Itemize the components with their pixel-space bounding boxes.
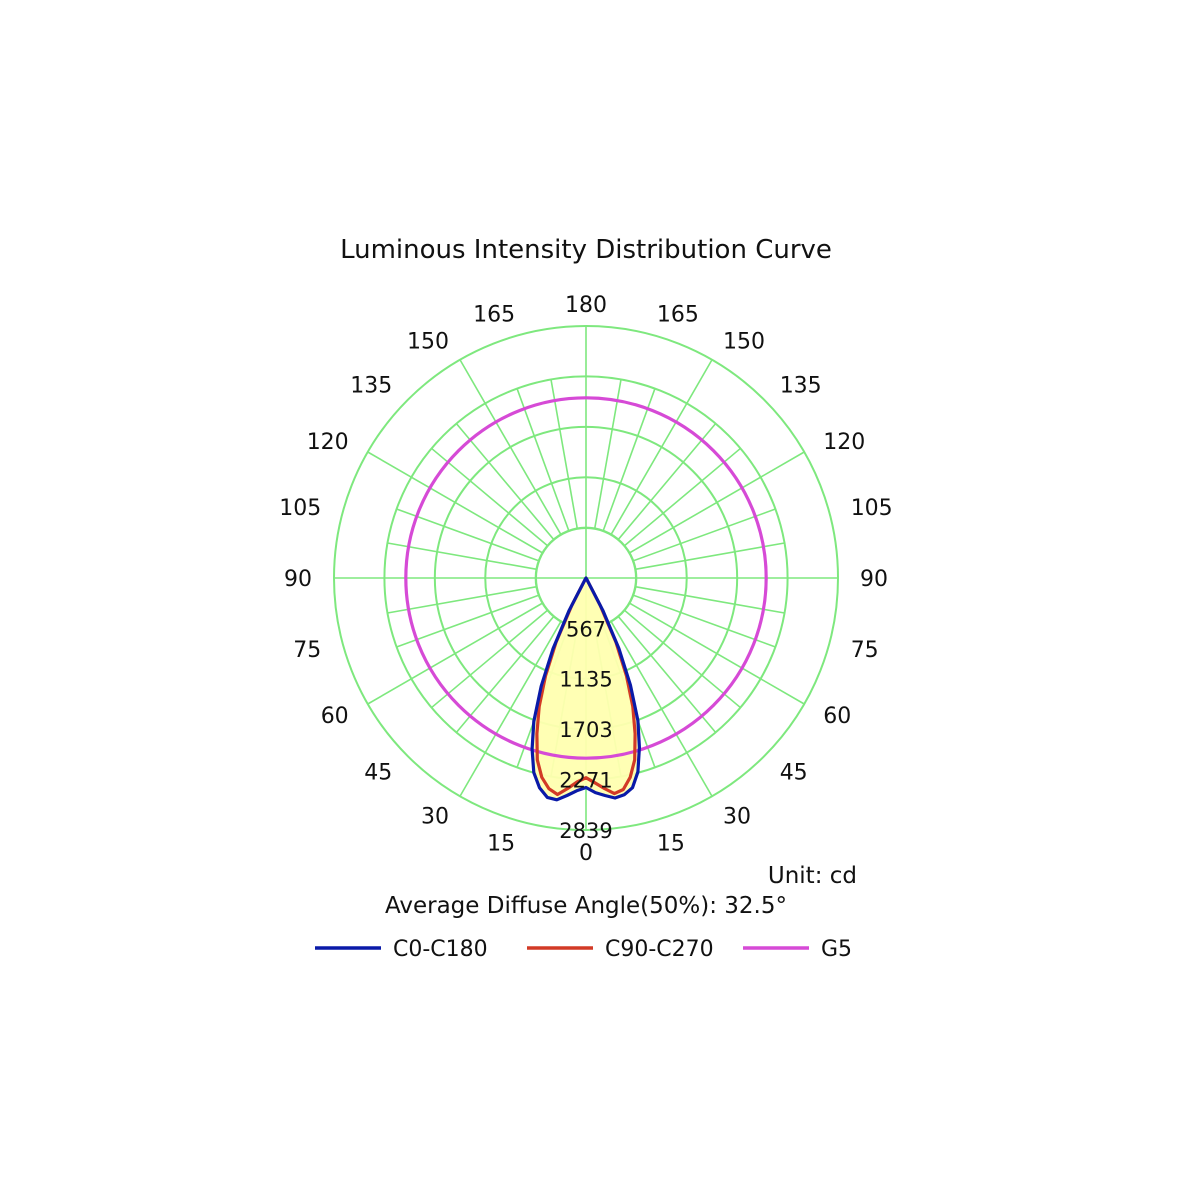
grid-spoke-120 (628, 451, 805, 554)
angle-label-l90: 90 (284, 567, 312, 592)
angle-label-r30: 30 (723, 804, 751, 829)
grid-spoke-140 (617, 423, 717, 541)
angle-label-r180: 180 (565, 293, 607, 318)
grid-spoke-30 (610, 620, 713, 797)
angle-label-l150: 150 (407, 330, 449, 355)
grid-spoke-150 (610, 359, 713, 536)
angle-label-l75: 75 (293, 638, 321, 663)
grid-spoke-210 (459, 359, 562, 536)
grid-spoke-70 (632, 594, 776, 648)
series-line-C90-C270 (535, 576, 637, 797)
series-curves (404, 396, 768, 802)
grid-spoke-200 (516, 388, 570, 532)
chart-title: Luminous Intensity Distribution Curve (340, 235, 832, 265)
legend-label-G5: G5 (821, 937, 852, 962)
angle-label-l30: 30 (421, 804, 449, 829)
grid-spoke-160 (602, 388, 656, 532)
grid-spoke-130 (623, 447, 741, 547)
grid-spoke-290 (396, 594, 540, 648)
angle-label-r120: 120 (823, 430, 865, 455)
angle-label-l120: 120 (307, 430, 349, 455)
legend-label-C0-C180: C0-C180 (393, 937, 488, 962)
grid-spoke-40 (617, 615, 717, 733)
grid-spoke-80 (635, 585, 785, 614)
grid-spoke-300 (367, 602, 544, 705)
angle-label-r75: 75 (851, 638, 879, 663)
angle-label-r15: 15 (657, 832, 685, 857)
angle-label-l165: 165 (473, 302, 515, 327)
radial-tick-567: 567 (566, 617, 606, 641)
grid-spoke-170 (593, 379, 622, 529)
footer-note: Average Diffuse Angle(50%): 32.5° (385, 893, 787, 919)
angle-label-r135: 135 (780, 373, 822, 398)
grid-spoke-100 (635, 542, 785, 571)
grid-spoke-280 (387, 585, 537, 614)
series-line-G5 (404, 396, 768, 760)
grid-spoke-190 (550, 379, 579, 529)
grid-spoke-310 (431, 609, 549, 709)
grid-spoke-260 (387, 542, 537, 571)
angle-label-l15: 15 (487, 832, 515, 857)
radial-tick-1135: 1135 (559, 668, 612, 692)
grid-spoke-60 (628, 602, 805, 705)
grid-spoke-230 (431, 447, 549, 547)
angle-label-l135: 135 (350, 373, 392, 398)
series-fill-C0-C180 (532, 578, 640, 800)
angle-label-l45: 45 (364, 761, 392, 786)
legend-label-C90-C270: C90-C270 (605, 937, 714, 962)
angle-label-r105: 105 (851, 496, 893, 521)
radial-tick-labels: 567 1135 1703 2271 2839 (559, 617, 612, 843)
grid-spoke-110 (632, 508, 776, 562)
angle-label-r150: 150 (723, 330, 765, 355)
angle-label-r90: 90 (860, 567, 888, 592)
legend: C0-C180 C90-C270 G5 (315, 937, 852, 962)
angle-label-r60: 60 (823, 704, 851, 729)
angle-label-r165: 165 (657, 302, 699, 327)
angle-labels: 0 15 30 45 60 75 90 105 120 135 150 165 180 15 30 45 60 7… (279, 293, 892, 866)
grid-spoke-240 (367, 451, 544, 554)
radial-tick-1703: 1703 (559, 718, 612, 742)
grid-spoke-220 (455, 423, 555, 541)
angle-label-l105: 105 (279, 496, 321, 521)
grid-spoke-330 (459, 620, 562, 797)
radial-tick-2271: 2271 (559, 769, 612, 793)
angle-label-r45: 45 (780, 761, 808, 786)
grid-spoke-320 (455, 615, 555, 733)
radial-tick-2839: 2839 (559, 819, 612, 843)
angle-label-l60: 60 (321, 704, 349, 729)
grid-spoke-50 (623, 609, 741, 709)
unit-label: Unit: cd (768, 863, 857, 889)
series-line-C0-C180 (530, 576, 641, 802)
grid-spoke-250 (396, 508, 540, 562)
angle-label-r0: 0 (579, 841, 593, 866)
